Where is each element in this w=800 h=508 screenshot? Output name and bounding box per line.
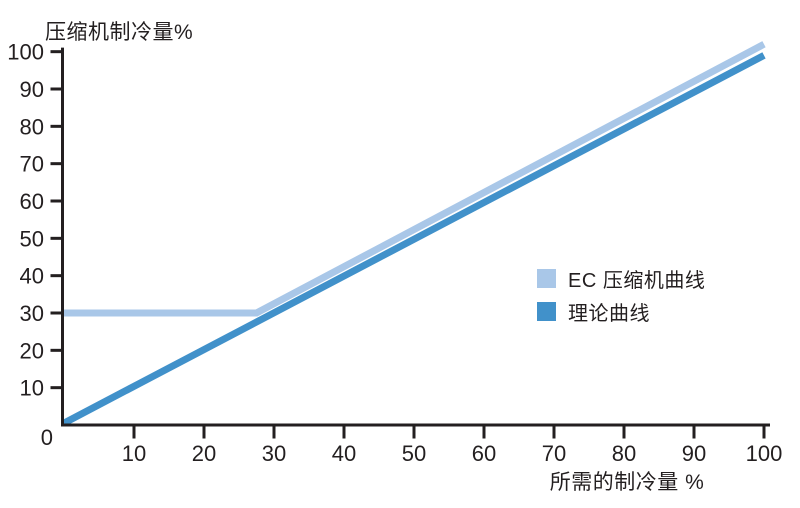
y-tick-label: 40 — [20, 264, 44, 289]
x-tick-label: 70 — [542, 441, 566, 466]
legend-item-1: 理论曲线 — [537, 302, 705, 325]
series-line-1 — [62, 52, 766, 427]
series-line-0 — [64, 41, 766, 317]
x-tick-label: 20 — [192, 441, 216, 466]
origin-tick-label: 0 — [41, 425, 53, 450]
y-tick-label: 60 — [20, 189, 44, 214]
y-tick-label: 30 — [20, 301, 44, 326]
y-tick-label: 50 — [20, 226, 44, 251]
y-tick-label: 100 — [7, 40, 44, 65]
legend-label-0: EC 压缩机曲线 — [568, 270, 706, 292]
legend-swatch-1 — [537, 302, 556, 321]
x-tick-label: 60 — [472, 441, 496, 466]
y-axis-title: 压缩机制冷量% — [45, 21, 194, 44]
x-axis-title: 所需的制冷量 % — [549, 471, 705, 494]
x-tick-label: 10 — [122, 441, 146, 466]
x-tick-label: 80 — [612, 441, 636, 466]
x-tick-label: 30 — [262, 441, 286, 466]
y-tick-label: 10 — [20, 376, 44, 401]
legend-label-1: 理论曲线 — [568, 303, 650, 325]
x-tick-label: 90 — [682, 441, 706, 466]
y-tick-label: 20 — [20, 338, 44, 363]
x-tick-label: 40 — [332, 441, 356, 466]
y-tick-label: 80 — [20, 114, 44, 139]
chart-legend: EC 压缩机曲线 理论曲线 — [537, 269, 705, 335]
x-tick-label: 100 — [746, 441, 783, 466]
legend-item-0: EC 压缩机曲线 — [537, 269, 705, 292]
y-tick-label: 90 — [20, 77, 44, 102]
legend-swatch-0 — [537, 269, 556, 288]
x-tick-label: 50 — [402, 441, 426, 466]
y-tick-label: 70 — [20, 152, 44, 177]
